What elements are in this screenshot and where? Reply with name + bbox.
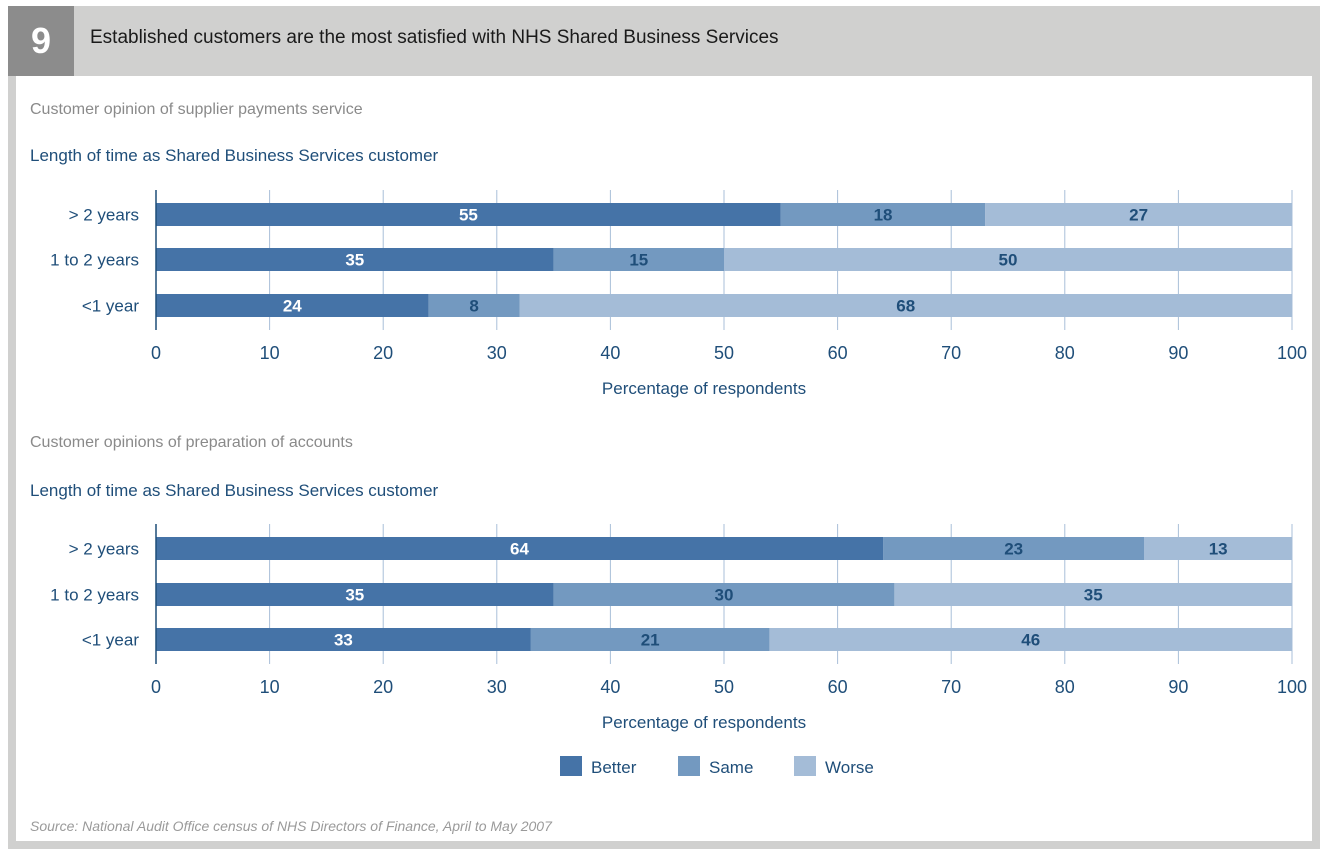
- figure-title: Established customers are the most satis…: [90, 27, 779, 48]
- chart2-x-tick-label: 80: [1055, 677, 1075, 697]
- chart2-axis-label: Length of time as Shared Business Servic…: [30, 481, 439, 500]
- chart2-category-label: 1 to 2 years: [50, 586, 139, 605]
- figure-header: [8, 6, 1320, 76]
- chart1-bar-better: [156, 294, 429, 317]
- legend-label-same: Same: [709, 758, 753, 777]
- chart2-x-tick-label: 50: [714, 677, 734, 697]
- chart2-bar-same: [530, 628, 770, 651]
- chart2-bar-better: [156, 628, 531, 651]
- chart2-bar-better: [156, 537, 884, 560]
- chart1-bar-same: [780, 203, 986, 226]
- chart1-x-tick-label: 100: [1277, 343, 1307, 363]
- chart1-x-tick-label: 90: [1168, 343, 1188, 363]
- chart2-category-label: > 2 years: [69, 540, 139, 559]
- chart1-data-label: 50: [999, 251, 1018, 270]
- chart2-data-label: 33: [334, 631, 353, 650]
- chart2-bar-worse: [894, 583, 1292, 606]
- chart1-data-label: 24: [283, 297, 302, 316]
- chart1-x-tick-label: 70: [941, 343, 961, 363]
- chart2-data-label: 13: [1209, 540, 1228, 559]
- chart1-bar-same: [553, 248, 724, 271]
- chart2-x-tick-label: 20: [373, 677, 393, 697]
- figure-number-badge: 9: [8, 6, 74, 76]
- chart2-category-label: <1 year: [82, 631, 140, 650]
- chart2-data-label: 46: [1021, 631, 1040, 650]
- legend-label-worse: Worse: [825, 758, 874, 777]
- chart1-x-tick-label: 10: [260, 343, 280, 363]
- source-note: Source: National Audit Office census of …: [30, 818, 552, 834]
- legend-swatch-better: [560, 756, 582, 776]
- chart1-x-tick-label: 20: [373, 343, 393, 363]
- chart2-data-label: 64: [510, 540, 529, 559]
- chart1-x-tick-label: 0: [151, 343, 161, 363]
- chart1-x-tick-label: 80: [1055, 343, 1075, 363]
- figure-frame: [8, 6, 1320, 849]
- chart1-bar-better: [156, 248, 554, 271]
- chart1-bar-worse: [985, 203, 1292, 226]
- chart1-bar-worse: [724, 248, 1292, 271]
- legend-label-better: Better: [591, 758, 637, 777]
- chart2-x-tick-label: 70: [941, 677, 961, 697]
- chart1-category-label: 1 to 2 years: [50, 251, 139, 270]
- chart2-bar-same: [553, 583, 895, 606]
- chart2-x-tick-label: 30: [487, 677, 507, 697]
- chart1-x-tick-label: 50: [714, 343, 734, 363]
- chart2-bar-worse: [769, 628, 1292, 651]
- chart1-data-label: 55: [459, 206, 478, 225]
- chart2-bar-better: [156, 583, 554, 606]
- chart2-x-tick-label: 40: [600, 677, 620, 697]
- chart2-x-tick-label: 0: [151, 677, 161, 697]
- chart1-data-label: 35: [345, 251, 364, 270]
- chart2-data-label: 30: [715, 586, 734, 605]
- chart2-x-axis-label: Percentage of respondents: [602, 713, 806, 732]
- chart1-category-label: <1 year: [82, 297, 140, 316]
- legend-swatch-same: [678, 756, 700, 776]
- chart1-data-label: 15: [629, 251, 648, 270]
- chart2-x-tick-label: 10: [260, 677, 280, 697]
- chart1-bar-same: [428, 294, 520, 317]
- chart1-data-label: 18: [874, 206, 893, 225]
- chart2-bar-same: [883, 537, 1145, 560]
- chart1-category-label: > 2 years: [69, 206, 139, 225]
- chart1-x-tick-label: 30: [487, 343, 507, 363]
- chart2-data-label: 35: [345, 586, 364, 605]
- chart2-x-tick-label: 90: [1168, 677, 1188, 697]
- chart2-data-label: 23: [1004, 540, 1023, 559]
- chart2-bar-worse: [1144, 537, 1292, 560]
- chart1-bar-better: [156, 203, 781, 226]
- chart1-data-label: 68: [896, 297, 915, 316]
- chart2-x-tick-label: 60: [828, 677, 848, 697]
- chart2-x-tick-label: 100: [1277, 677, 1307, 697]
- chart1-x-tick-label: 60: [828, 343, 848, 363]
- chart1-data-label: 27: [1129, 206, 1148, 225]
- chart2-data-label: 35: [1084, 586, 1103, 605]
- legend-swatch-worse: [794, 756, 816, 776]
- chart2-title: Customer opinions of preparation of acco…: [30, 434, 353, 451]
- chart2-data-label: 21: [641, 631, 660, 650]
- chart1-title: Customer opinion of supplier payments se…: [30, 101, 363, 118]
- chart1-x-axis-label: Percentage of respondents: [602, 379, 806, 398]
- chart1-x-tick-label: 40: [600, 343, 620, 363]
- chart1-data-label: 8: [469, 297, 478, 316]
- chart1-axis-label: Length of time as Shared Business Servic…: [30, 146, 439, 165]
- chart1-bar-worse: [519, 294, 1292, 317]
